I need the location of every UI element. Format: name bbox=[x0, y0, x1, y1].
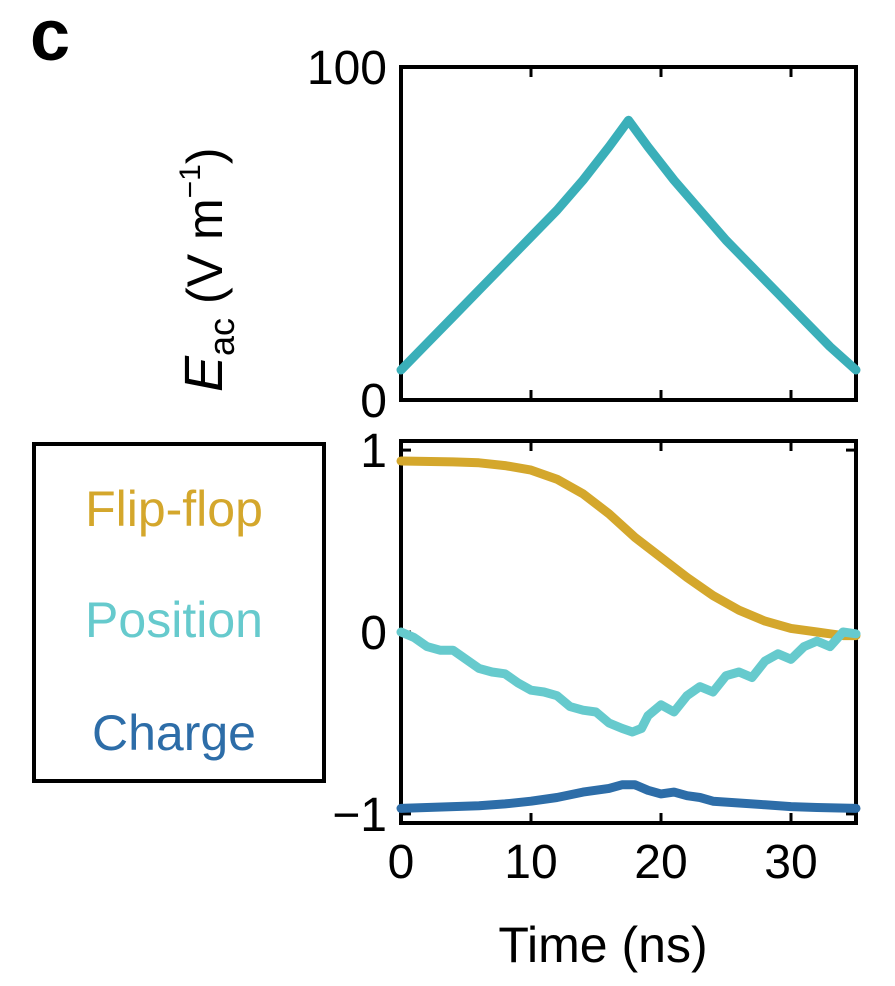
bottom-series-group bbox=[396, 456, 861, 813]
field-amplitude-chart: 0 100 Eac (V m−1) bbox=[174, 42, 861, 428]
y-tick-label-0: 0 bbox=[360, 607, 387, 660]
top-series-group bbox=[396, 115, 861, 375]
x-axis-label: Time (ns) bbox=[498, 917, 707, 973]
y-tick-label-1: −1 bbox=[332, 789, 387, 842]
x-tick-label-0: 0 bbox=[388, 836, 415, 889]
bottom-y-tick-labels: −1 0 1 bbox=[332, 425, 387, 842]
legend-entry-flip-flop: Flip-flop bbox=[85, 481, 263, 537]
series-line-flip-flop bbox=[396, 456, 861, 641]
ylabel-symbol: E bbox=[174, 355, 234, 392]
normalized-observables-chart: 0 10 20 30 −101 Time (ns) bbox=[332, 425, 861, 973]
top-x-ticks bbox=[399, 67, 793, 400]
x-tick-label-30: 30 bbox=[764, 836, 817, 889]
y-tick-label-1: 1 bbox=[360, 425, 387, 478]
bottom-x-tick-labels: 0 10 20 30 bbox=[388, 836, 818, 889]
top-y-axis-label: Eac (V m−1) bbox=[174, 148, 242, 392]
top-plot-frame bbox=[399, 65, 858, 402]
legend: Flip-flop Position Charge bbox=[32, 442, 326, 783]
legend-box bbox=[32, 442, 326, 783]
ylabel-unit-suffix: ) bbox=[177, 148, 233, 165]
series-line-charge bbox=[396, 780, 861, 813]
ylabel-unit: (V m bbox=[177, 198, 233, 304]
y-tick-label-0: 0 bbox=[360, 375, 387, 428]
x-tick-label-10: 10 bbox=[504, 836, 557, 889]
x-tick-label-20: 20 bbox=[634, 836, 687, 889]
series-line-e-ac bbox=[396, 115, 861, 375]
panel-label: c bbox=[30, 0, 70, 76]
y-tick-label-100: 100 bbox=[307, 42, 387, 95]
ylabel-exponent: −1 bbox=[174, 164, 207, 198]
ylabel-subscript: ac bbox=[201, 318, 242, 356]
legend-entry-position: Position bbox=[85, 592, 263, 648]
top-y-tick-labels: 0 100 bbox=[307, 42, 387, 428]
top-y-ticks bbox=[401, 65, 856, 402]
legend-entry-charge: Charge bbox=[92, 705, 256, 761]
series-line-position bbox=[396, 627, 861, 737]
